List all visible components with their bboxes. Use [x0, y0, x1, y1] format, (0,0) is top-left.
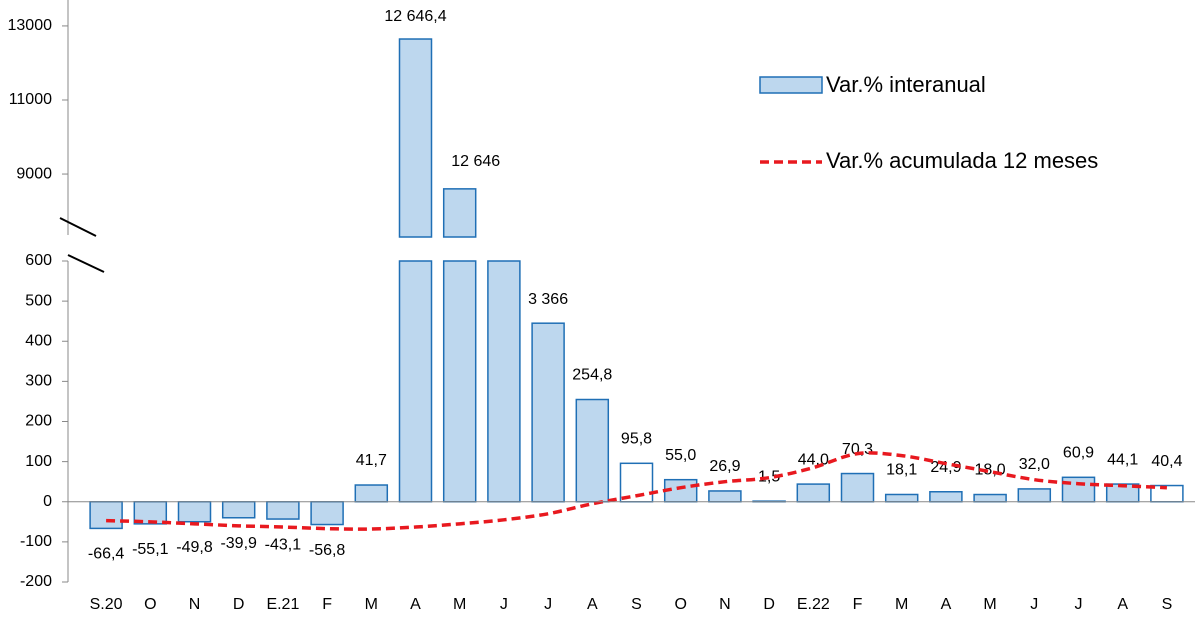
- x-tick-label: J: [544, 596, 552, 613]
- axis-break: [67, 254, 105, 273]
- y-tick-label: 11000: [9, 91, 52, 108]
- value-label: -56,8: [309, 542, 346, 559]
- bar: [929, 491, 963, 503]
- axis-break: [59, 217, 97, 237]
- value-label: -66,4: [88, 546, 125, 563]
- y-tick-label: 300: [25, 373, 52, 390]
- bar-upper: [398, 38, 433, 238]
- value-label: 95,8: [621, 431, 652, 448]
- value-label: 1,5: [758, 468, 780, 485]
- y-tick-label: 600: [25, 252, 52, 269]
- value-label: -43,1: [265, 536, 302, 553]
- x-tick-label: F: [853, 596, 863, 613]
- x-tick-label: M: [983, 596, 996, 613]
- y-tick-label: 100: [25, 453, 52, 470]
- legend-swatch: [759, 76, 823, 94]
- x-tick-label: M: [453, 596, 466, 613]
- value-label: 60,9: [1063, 445, 1094, 462]
- x-tick-label: J: [1075, 596, 1083, 613]
- bar: [221, 501, 256, 519]
- y-tick-label: 0: [43, 493, 52, 510]
- line: [106, 451, 1167, 531]
- value-label: 18,1: [886, 462, 917, 479]
- x-tick-label: J: [1030, 596, 1038, 613]
- value-label: 40,4: [1151, 453, 1182, 470]
- y-tick-label: 500: [25, 292, 52, 309]
- x-tick-label: D: [763, 596, 775, 613]
- x-tick-label: A: [1117, 596, 1128, 613]
- x-tick-label: M: [895, 596, 908, 613]
- bar: [398, 260, 433, 503]
- bar: [575, 398, 610, 503]
- bar: [487, 260, 521, 503]
- value-label: 26,9: [709, 458, 740, 475]
- legend-label: Var.% interanual: [826, 72, 986, 97]
- value-label: 44,1: [1107, 451, 1138, 468]
- bar: [884, 493, 919, 503]
- x-tick-label: E.21: [266, 596, 299, 613]
- y-tick-label: 9000: [16, 165, 52, 182]
- x-tick-label: S: [631, 596, 642, 613]
- y-tick-label: 200: [25, 413, 52, 430]
- bar: [840, 472, 875, 503]
- value-label: -39,9: [220, 535, 257, 552]
- x-tick-label: E.22: [797, 596, 830, 613]
- x-tick-label: N: [189, 596, 201, 613]
- x-tick-label: A: [410, 596, 421, 613]
- value-label: 70,3: [842, 441, 873, 458]
- annotation: 12 646: [451, 153, 500, 170]
- x-tick-label: N: [719, 596, 731, 613]
- bar: [266, 501, 300, 520]
- x-tick-label: A: [941, 596, 952, 613]
- x-tick-label: J: [500, 596, 508, 613]
- bar: [1150, 484, 1184, 503]
- y-tick-label: -200: [20, 573, 52, 590]
- bar: [442, 260, 477, 503]
- x-tick-label: O: [674, 596, 686, 613]
- value-label: 12 646,4: [384, 8, 446, 25]
- bar: [531, 322, 565, 503]
- x-tick-label: S.20: [90, 596, 123, 613]
- x-tick-label: D: [233, 596, 245, 613]
- y-tick-label: 400: [25, 332, 52, 349]
- value-label: 44,0: [798, 451, 829, 468]
- bar: [89, 501, 123, 530]
- value-label: 32,0: [1019, 456, 1050, 473]
- value-label: 24,9: [930, 459, 961, 476]
- bar: [973, 493, 1007, 503]
- x-tick-label: O: [144, 596, 156, 613]
- bar: [310, 501, 344, 526]
- value-label: -49,8: [176, 539, 213, 556]
- y-tick-label: -100: [20, 533, 52, 550]
- value-label: 55,0: [665, 447, 696, 464]
- value-label: 3 366: [528, 291, 568, 308]
- bar-upper: [442, 188, 477, 238]
- bar: [796, 483, 831, 503]
- value-label: 41,7: [356, 452, 387, 469]
- bar: [177, 501, 212, 523]
- x-tick-label: S: [1162, 596, 1173, 613]
- x-tick-label: M: [365, 596, 378, 613]
- bar: [354, 484, 389, 503]
- bar: [708, 490, 742, 503]
- bar: [1017, 488, 1052, 503]
- value-label: -55,1: [132, 541, 169, 558]
- bar: [1061, 476, 1096, 503]
- y-tick-label: 13000: [8, 17, 53, 34]
- x-tick-label: F: [322, 596, 332, 613]
- value-label: 254,8: [572, 367, 612, 384]
- x-tick-label: A: [587, 596, 598, 613]
- legend-label: Var.% acumulada 12 meses: [826, 148, 1098, 173]
